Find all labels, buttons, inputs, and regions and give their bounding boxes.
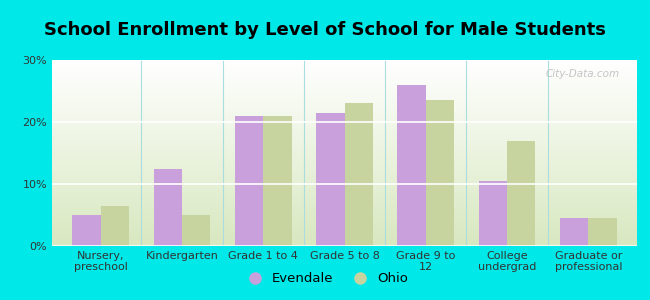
Bar (478, 181, 507, 246)
Bar (588, 218, 617, 246)
Bar (560, 218, 588, 246)
Bar (235, 116, 263, 246)
Bar (344, 103, 373, 246)
Bar (316, 113, 344, 246)
Text: School Enrollment by Level of School for Male Students: School Enrollment by Level of School for… (44, 21, 606, 39)
Bar (263, 116, 292, 246)
Bar (72, 215, 101, 246)
Bar (101, 206, 129, 246)
Bar (507, 141, 536, 246)
Bar (426, 100, 454, 246)
Bar (153, 169, 182, 246)
Legend: Evendale, Ohio: Evendale, Ohio (237, 267, 413, 290)
Text: City-Data.com: City-Data.com (545, 69, 619, 79)
Bar (397, 85, 426, 246)
Bar (182, 215, 211, 246)
